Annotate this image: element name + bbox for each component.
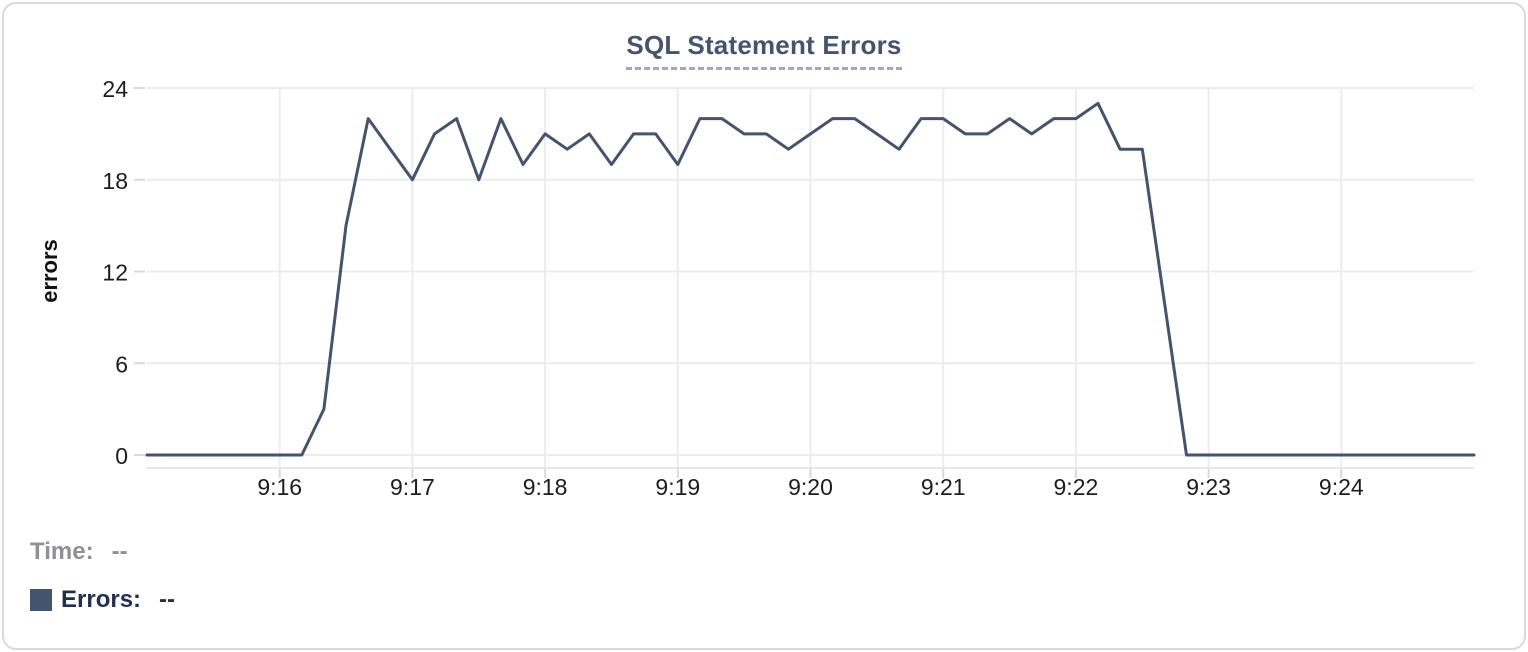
sql-errors-chart-plot[interactable]: 0 6 12 18 24 9:16 9:17 9:18 9:19 9:20 9:21 9:22 9:23…	[4, 4, 1526, 650]
time-value: --	[111, 538, 128, 565]
y-axis-tick-label: 24	[102, 76, 128, 102]
x-axis-tick-label: 9:22	[1054, 474, 1099, 500]
chart-header: SQL Statement Errors	[4, 30, 1524, 70]
x-axis-tick-label: 9:20	[788, 474, 833, 500]
errors-label: Errors:	[61, 586, 142, 613]
x-axis-tick-label: 9:24	[1319, 474, 1364, 500]
x-axis-tick-label: 9:19	[655, 474, 700, 500]
errors-series-line	[145, 101, 1476, 457]
errors-legend-swatch	[30, 589, 52, 611]
y-axis-tick-label: 6	[115, 351, 128, 377]
hover-readout-errors: Errors: --	[30, 586, 175, 614]
x-axis-tick-label: 9:16	[257, 474, 302, 500]
hover-readout-time: Time: --	[30, 538, 128, 566]
x-axis-tick-label: 9:21	[921, 474, 966, 500]
y-axis-tick-label: 0	[115, 443, 128, 469]
x-axis-tick-label: 9:23	[1186, 474, 1231, 500]
x-axis-tick-label: 9:18	[523, 474, 568, 500]
time-label: Time:	[30, 538, 94, 565]
x-axis-tick-label: 9:17	[390, 474, 435, 500]
y-axis-title: errors	[37, 239, 62, 303]
y-axis-tick-label: 12	[102, 260, 128, 286]
chart-title[interactable]: SQL Statement Errors	[626, 30, 902, 70]
y-axis-tick-label: 18	[102, 168, 128, 194]
errors-value: --	[159, 586, 176, 613]
